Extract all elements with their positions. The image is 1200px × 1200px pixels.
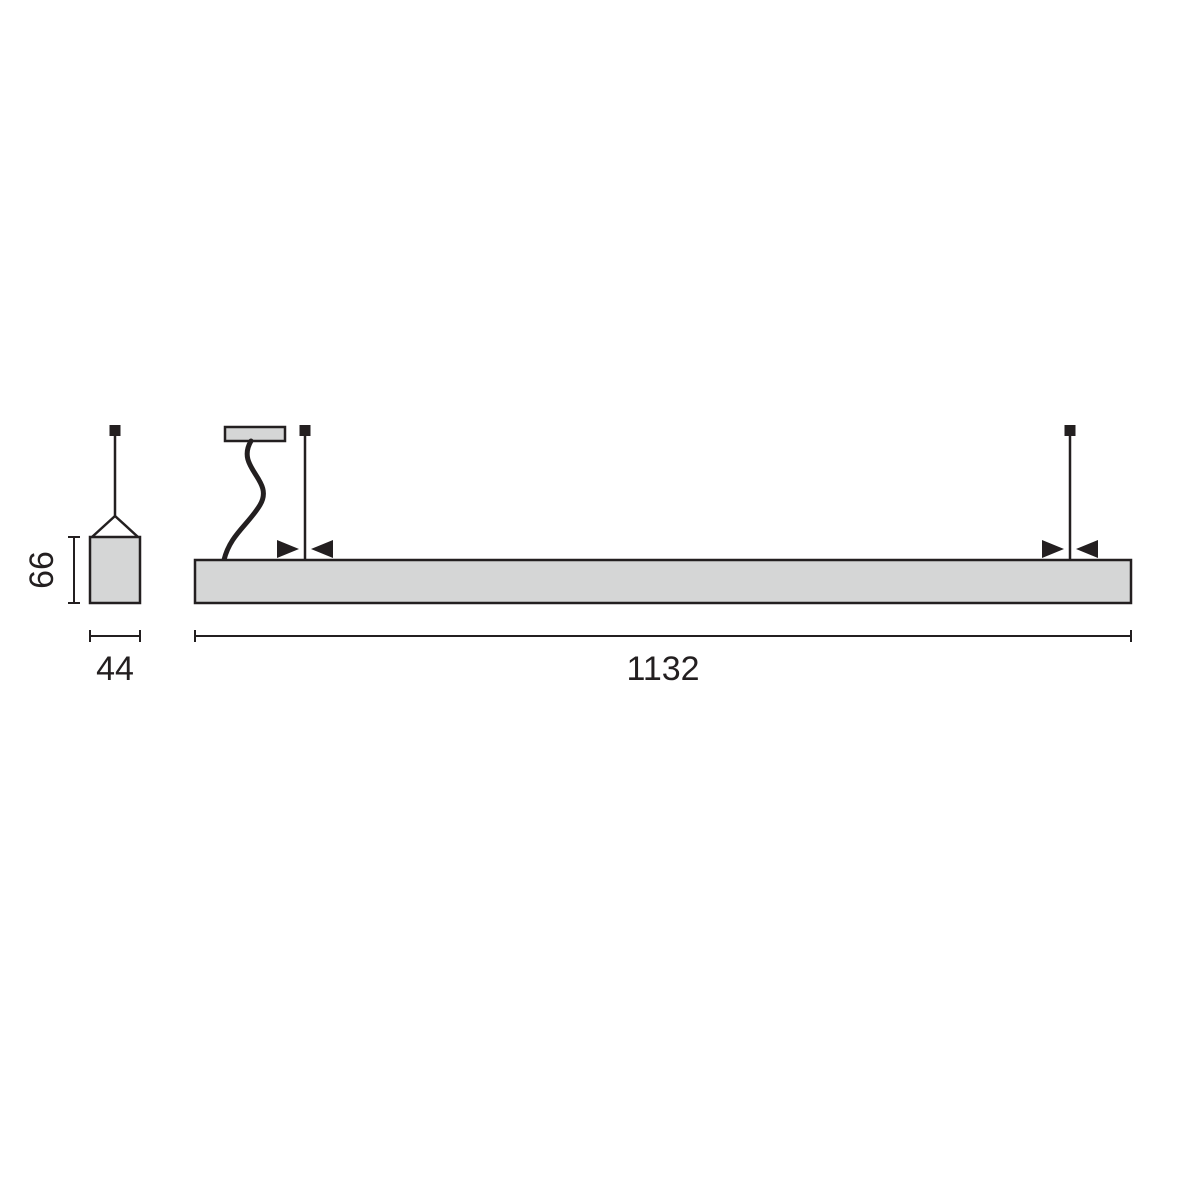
arrow-right-icon [1076, 540, 1098, 558]
dim-length-label: 1132 [626, 650, 699, 688]
technical-drawing: 66 44 1132 [0, 0, 1200, 1200]
dim-width-label: 44 [96, 650, 134, 688]
end-anchor-icon [110, 425, 121, 436]
dim-width [90, 630, 140, 642]
side-view [195, 425, 1131, 603]
arrow-left-icon [277, 540, 299, 558]
side-anchor-left-icon [300, 425, 311, 436]
end-wire-spread-right [115, 516, 138, 537]
side-anchor-right-icon [1065, 425, 1076, 436]
arrow-right-icon [311, 540, 333, 558]
dim-height [68, 537, 80, 603]
end-profile-body [90, 537, 140, 603]
side-profile-body [195, 560, 1131, 603]
end-wire-spread-left [92, 516, 115, 537]
dim-length [195, 630, 1131, 642]
dim-height-label: 66 [23, 551, 61, 589]
arrow-left-icon [1042, 540, 1064, 558]
ceiling-canopy [225, 427, 285, 441]
end-view [90, 425, 140, 603]
power-cable [224, 441, 263, 560]
